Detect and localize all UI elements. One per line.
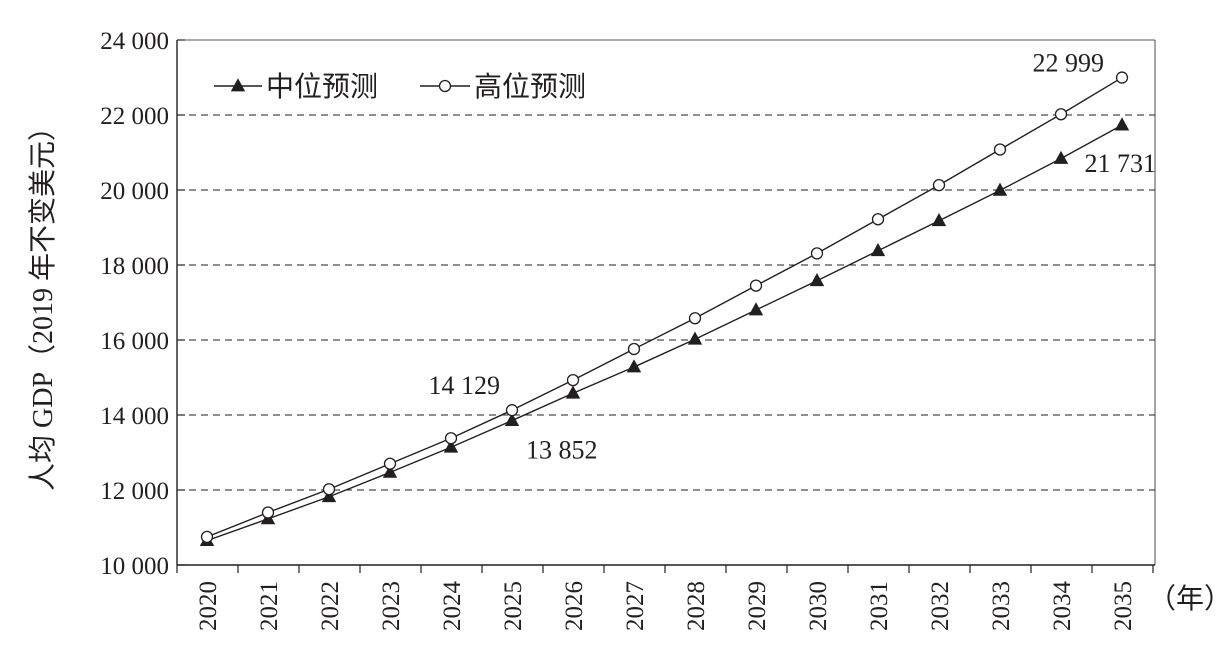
data-point-triangle [230,78,246,92]
data-point-triangle [565,385,581,399]
legend-item-median: 中位预测 [214,71,378,103]
x-tick-label: 2022 [317,581,344,631]
data-point-circle [627,342,641,356]
series-line [206,124,1123,542]
data-point-circle [688,312,702,325]
series-line [206,76,1123,538]
data-point-circle [932,178,946,192]
x-tick-label: 2025 [500,581,527,631]
axes: 10 000 12 000 14 000 16 000 18 000 20 000 22 0… [100,28,1156,632]
legend-label: 中位预测 [266,71,378,103]
data-label: 14 129 [429,371,501,400]
y-tick-label: 24 000 [100,28,169,55]
data-label: 22 999 [1033,49,1105,78]
data-point-triangle [1114,117,1130,131]
data-point-circle [505,404,519,417]
x-axis-label: （年） [1148,583,1229,615]
x-tick-label: 2020 [195,581,222,631]
data-point-circle [566,373,580,387]
data-point-triangle [870,242,886,257]
x-tick-label: 2024 [439,581,466,632]
x-tick-label: 2031 [866,581,893,631]
data-label: 13 852 [526,436,598,465]
data-point-circle [1054,108,1068,121]
y-tick-label: 22 000 [100,103,169,130]
x-tick-label: 2034 [1049,581,1076,632]
y-tick-label: 16 000 [100,328,169,355]
y-tick-label: 14 000 [100,403,169,430]
data-point-triangle [992,182,1008,196]
x-tick-label: 2030 [805,581,832,631]
x-tick-label: 2023 [378,581,405,631]
data-point-triangle [748,302,764,316]
data-point-triangle [321,488,337,503]
x-tick-label: 2033 [988,581,1015,631]
x-tick-label: 2026 [561,581,588,631]
data-point-triangle [687,331,703,345]
x-tick-label: 2029 [744,581,771,631]
data-point-triangle [626,359,642,373]
x-tick-label: 2021 [256,581,283,631]
legend-label: 高位预测 [474,71,586,103]
data-point-circle [444,432,458,445]
data-label: 21 731 [1085,149,1157,178]
data-point-circle [383,457,397,470]
data-point-circle [810,247,824,260]
y-tick-label: 10 000 [100,553,169,580]
legend: 中位预测 高位预测 [214,71,586,103]
data-point-circle [438,79,452,93]
x-tick-label: 2027 [622,581,649,631]
data-point-triangle [931,212,947,227]
data-point-triangle [809,272,825,287]
y-tick-label: 12 000 [100,478,169,505]
series-group [199,71,1130,547]
data-point-triangle [443,439,459,453]
data-point-circle [322,483,336,496]
y-axis-label: 人均 GDP（2019 年不变美元） [27,113,59,491]
x-tick-label: 2035 [1110,581,1137,631]
data-point-circle [261,506,275,519]
series-high [200,71,1129,544]
annotations: 14 129 13 852 22 999 21 731 [429,49,1157,465]
data-point-circle [749,279,763,292]
data-point-triangle [1053,150,1069,164]
data-point-triangle [382,464,398,478]
x-tick-label: 2032 [927,581,954,631]
x-tick-label: 2028 [683,581,710,631]
y-tick-label: 20 000 [100,178,169,205]
grid-lines [177,114,1155,491]
data-point-circle [993,143,1007,156]
series-median [199,117,1130,547]
y-tick-label: 18 000 [100,253,169,280]
data-point-triangle [504,412,520,426]
legend-item-high: 高位预测 [420,71,586,103]
data-point-circle [871,213,885,226]
data-point-circle [200,530,214,544]
data-point-circle [1115,71,1129,84]
